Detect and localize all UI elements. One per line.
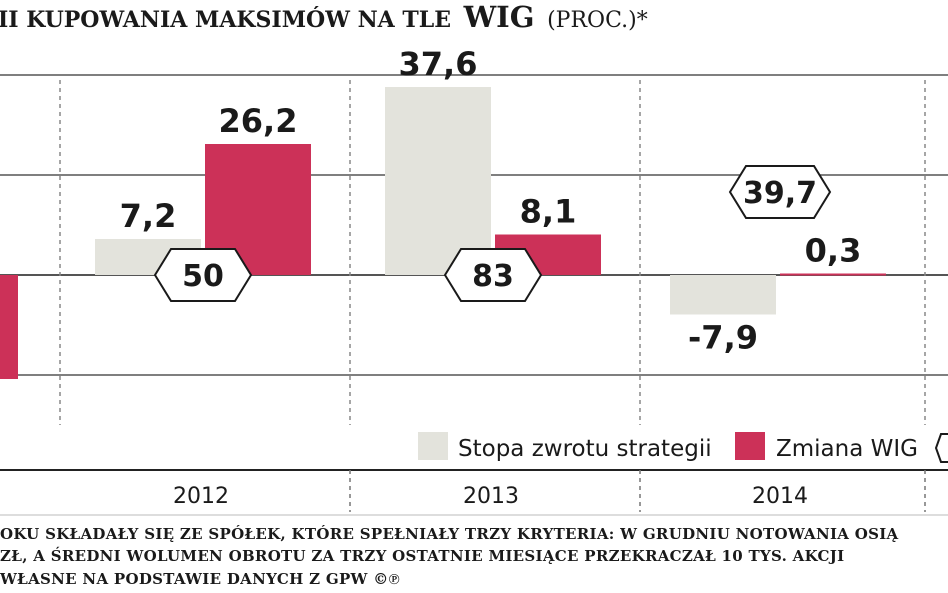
chart-title-unit: (PROC.)* [547,8,648,33]
value-label-strategy-2013: 37,6 [399,45,478,83]
legend-label-wig: Zmiana WIG [776,436,918,462]
legend-swatch-wig [735,432,765,460]
badge-2013: 83 [443,248,543,302]
value-label-strategy-2014: -7,9 [688,319,758,357]
year-label-2014: 2014 [752,484,808,509]
badge-shape-2013 [443,248,543,302]
bar-wig-2014 [780,273,886,276]
chart-title-brand: WIG [463,0,535,34]
badge-label-2013: 83 [472,259,514,294]
badge-shape-2014 [728,165,832,219]
badges: 50 83 39,7 [153,165,832,302]
legend-label-strategy: Stopa zwrotu strategii [458,436,712,462]
year-label-2012: 2012 [173,484,229,509]
value-label-wig-2012: 26,2 [219,102,298,140]
footnote-line-2: ZŁ, A ŚREDNI WOLUMEN OBROTU ZA TRZY OSTA… [0,547,844,565]
value-labels: 7,2 26,2 37,6 8,1 -7,9 0,3 [120,45,862,357]
badge-label-2012: 50 [182,259,224,294]
bar-wig-2011 [0,275,18,379]
badge-label-2014: 39,7 [743,176,817,211]
vertical-gridlines [59,80,926,425]
value-label-wig-2014: 0,3 [805,232,862,270]
chart-title: II KUPOWANIA MAKSIMÓW NA TLE WIG (PROC.)… [0,0,648,34]
bar-strategy-2014 [670,275,776,315]
value-label-wig-2013: 8,1 [520,193,577,231]
badge-2014: 39,7 [728,165,832,219]
bars [0,87,886,379]
footnote-source: WŁASNE NA PODSTAWIE DANYCH Z GPW ©℗ [0,570,400,588]
badge-2012: 50 [153,248,253,302]
value-label-strategy-2012: 7,2 [120,197,177,235]
chart-title-main: II KUPOWANIA MAKSIMÓW NA TLE [0,6,451,33]
legend-swatch-strategy [418,432,448,460]
legend-badge-symbol [934,433,948,463]
bar-strategy-2013 [385,87,491,275]
year-label-2013: 2013 [463,484,519,509]
footnote-line-1: OKU SKŁADAŁY SIĘ ZE SPÓŁEK, KTÓRE SPEŁNI… [0,525,899,543]
legend: Stopa zwrotu strategii Zmiana WIG [418,432,948,463]
badge-shape-2012 [153,248,253,302]
